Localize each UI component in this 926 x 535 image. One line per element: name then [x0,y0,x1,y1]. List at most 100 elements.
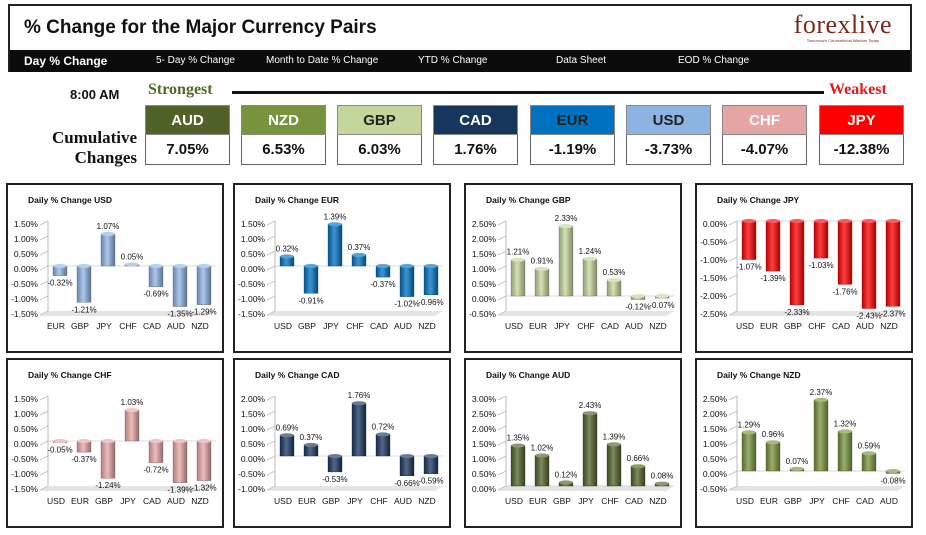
currency-cumulative-value: 1.76% [433,135,518,165]
y-tick-mark [497,250,507,256]
bar-cap [814,397,828,402]
value-label: 1.21% [507,248,530,257]
forexlive-logo[interactable]: forexlive Tomorrow's Conventional Wisdom… [794,10,892,43]
value-label: -1.76% [832,287,857,296]
x-category-label: AUD [167,321,185,331]
bar-cad [148,440,164,463]
x-category-label: GBP [553,496,571,506]
nav-tab-day-change[interactable]: Day % Change [24,54,108,68]
y-tick-mark [39,455,49,461]
bar-cap [886,219,900,223]
y-tick-mark [39,470,49,476]
chart-floor [267,486,443,491]
value-label: 1.03% [121,398,144,407]
currency-cumulative-value: -3.73% [626,135,711,165]
chart-title: Daily % Change AUD [486,370,570,380]
value-label: -0.12% [625,303,650,312]
x-category-label: JPY [554,321,570,331]
currency-code: CHF [722,105,807,135]
y-tick-mark [497,410,507,416]
bar-cap [838,429,852,434]
y-tick-mark [728,440,738,446]
y-tick-label: -0.50% [700,237,727,247]
bar-chf [813,220,829,259]
bar-cap [607,278,621,283]
y-tick-mark [266,280,276,286]
value-label: -2.33% [784,308,809,317]
x-category-label: CAD [856,496,874,506]
bar-cap [376,432,390,437]
x-category-label: GBP [95,496,113,506]
value-label: -1.32% [191,484,216,493]
nav-tab-month-to-date[interactable]: Month to Date % Change [266,55,379,66]
bar-cap [280,254,294,259]
nav-tab-ytd-change[interactable]: YTD % Change [418,55,488,66]
y-tick-label: 2.50% [472,409,497,419]
value-label: 2.37% [810,388,833,397]
y-tick-label: -2.00% [700,291,727,301]
value-label: 1.02% [531,443,554,452]
bar-jpy [124,409,140,442]
value-label: 1.32% [834,419,857,428]
value-label: 0.37% [300,433,323,442]
chart-panel-eur: Daily % Change EUR 1.50% 1.00% 0.50% 0.00% -0… [233,183,451,353]
bar-cap [862,219,876,223]
time-label: 8:00 AM [70,87,120,102]
nav-tab-data-sheet[interactable]: Data Sheet [556,55,607,66]
chart-panel-jpy: Daily % Change JPY 0.00% -0.50% -1.00% -1.50… [695,183,913,353]
value-label: -1.03% [808,261,833,270]
bar-nzd [885,220,901,307]
bar-cap [149,264,163,268]
bar-nzd [196,440,212,481]
bar-cap [511,443,525,448]
y-tick-mark [39,280,49,286]
x-category-label: AUD [880,496,898,506]
y-tick-mark [39,310,49,316]
value-label: -1.35% [167,310,192,319]
bar-eur [534,455,550,487]
value-label: -0.05% [47,446,72,455]
y-tick-label: 2.00% [703,409,728,419]
daily-change-chart-aud: Daily % Change AUD 3.00% 2.50% 2.00% 1.50% 1.… [472,370,674,506]
bar-usd [741,220,757,260]
y-tick-mark [266,220,276,226]
bar-cap [197,264,211,268]
x-category-label: CAD [370,321,388,331]
bar-gbp [76,265,92,303]
y-tick-label: 0.50% [241,439,266,449]
bar-cap [77,264,91,268]
y-tick-mark [266,425,276,431]
bar-cap [173,439,187,443]
y-tick-label: 1.00% [472,454,497,464]
bar-cap [766,440,780,445]
chart-panel-nzd: Daily % Change NZD 2.50% 2.00% 1.50% 1.00% 0.… [695,358,913,528]
y-tick-label: -1.50% [238,309,265,319]
bar-cap [125,408,139,413]
y-tick-label: 0.50% [14,424,39,434]
y-tick-label: 2.00% [472,424,497,434]
x-category-label: NZD [418,496,435,506]
bar-cap [173,264,187,268]
y-tick-mark [497,395,507,401]
y-tick-label: 1.50% [14,394,39,404]
value-label: -0.96% [418,298,443,307]
bar-gbp [327,455,343,473]
y-tick-label: 0.50% [472,469,497,479]
x-category-label: EUR [529,321,547,331]
chart-floor [267,311,443,316]
bar-cap [535,266,549,271]
nav-tab-eod-change[interactable]: EOD % Change [678,55,750,66]
bar-nzd [196,265,212,305]
chart-title: Daily % Change NZD [717,370,801,380]
bar-eur [765,220,781,272]
y-tick-label: -2.50% [700,309,727,319]
value-label: -2.43% [856,311,881,320]
currency-cumulative-value: 6.03% [337,135,422,165]
nav-tab-5-day-change[interactable]: 5- Day % Change [156,55,235,66]
x-category-label: USD [274,496,292,506]
x-category-label: JPY [323,321,339,331]
y-tick-label: 1.00% [14,409,39,419]
x-category-label: AUD [625,321,643,331]
value-label: -0.32% [47,279,72,288]
y-tick-mark [266,455,276,461]
